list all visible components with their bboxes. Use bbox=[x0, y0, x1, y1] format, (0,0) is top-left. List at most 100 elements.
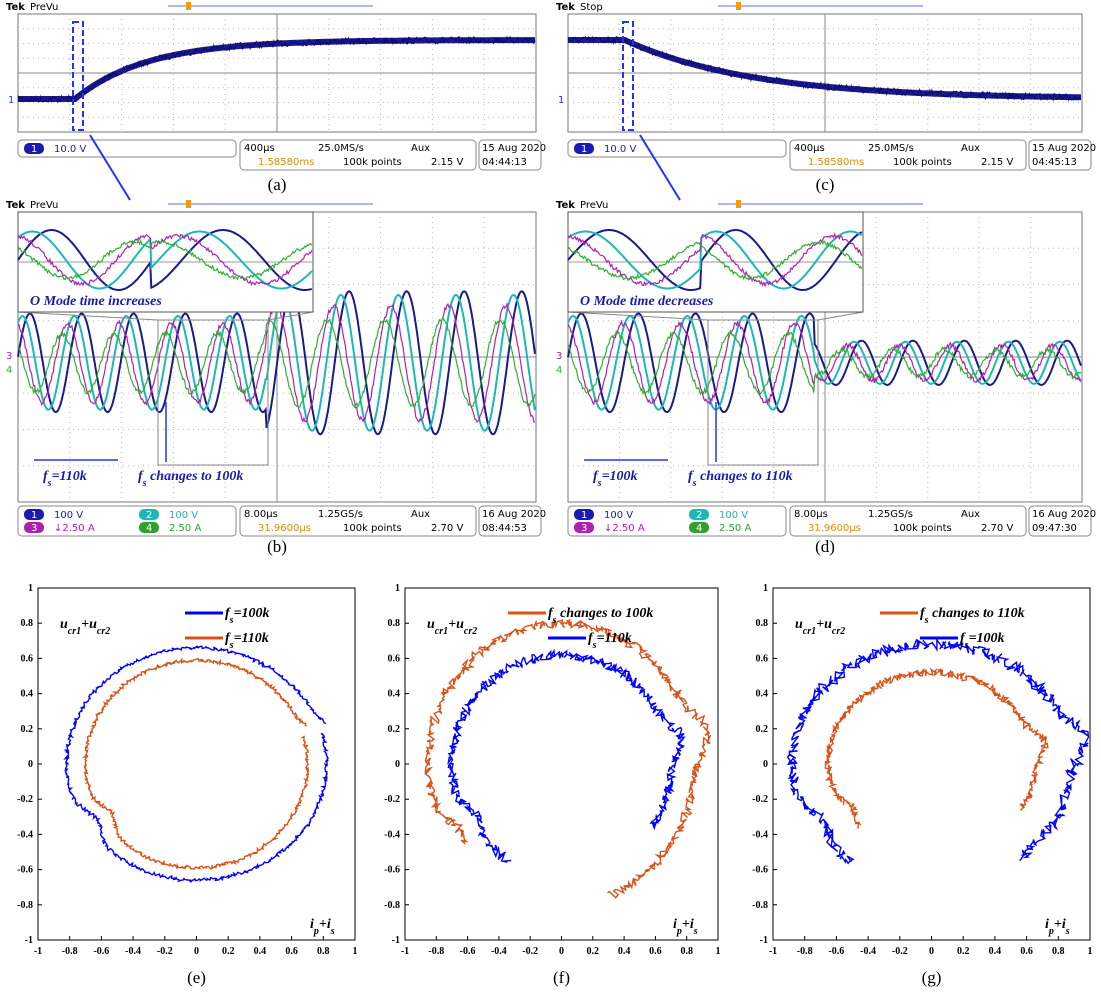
status: PreVu bbox=[30, 200, 58, 211]
y-tick-label: 0.4 bbox=[388, 689, 401, 700]
text-part: +i bbox=[319, 917, 331, 932]
x-tick-label: 0 bbox=[929, 946, 934, 957]
panel-label: (b) bbox=[267, 537, 287, 556]
time: 04:44:13 bbox=[482, 157, 527, 168]
points: 100k points bbox=[893, 157, 952, 168]
y-tick-label: 0.8 bbox=[388, 618, 401, 629]
time: 09:47:30 bbox=[1032, 523, 1077, 534]
text-part: u bbox=[60, 617, 68, 632]
figure: TekPreVu1110.0 V400µs25.0MS/sAux1.58580m… bbox=[0, 0, 1101, 998]
text-part: changes to 110k bbox=[697, 469, 793, 484]
text-part: u bbox=[427, 617, 435, 632]
x-axis-label: ip+is bbox=[673, 917, 698, 937]
ch-num: 3 bbox=[31, 523, 37, 534]
x-tick-label: -0.8 bbox=[797, 946, 813, 957]
ch-marker: 1 bbox=[558, 95, 564, 106]
trajectory bbox=[826, 669, 1048, 828]
x-tick-label: 0.6 bbox=[285, 946, 298, 957]
y-axis-label: ucr1+ucr2 bbox=[60, 617, 110, 637]
ch-num: 2 bbox=[146, 510, 152, 521]
y-tick-label: -1 bbox=[760, 935, 768, 946]
x-tick-label: -0.6 bbox=[93, 946, 109, 957]
y-axis-label: ucr1+ucr2 bbox=[795, 617, 845, 637]
x-tick-label: -1 bbox=[34, 946, 42, 957]
points: 100k points bbox=[893, 523, 952, 534]
x-tick-label: 0.8 bbox=[317, 946, 330, 957]
trigger: Aux bbox=[961, 143, 980, 154]
x-axis-label: ip+is bbox=[310, 917, 335, 937]
ch-scale: ↓2.50 A bbox=[54, 523, 95, 534]
x-tick-label: -0.2 bbox=[522, 946, 538, 957]
text-part: =100k bbox=[602, 469, 638, 484]
horizontal: 8.00µs bbox=[244, 509, 278, 520]
y-tick-label: -0.6 bbox=[384, 865, 400, 876]
trigger-pos bbox=[186, 2, 191, 10]
time: 08:44:53 bbox=[482, 523, 527, 534]
horizontal: 400µs bbox=[794, 143, 825, 154]
ch-scale: 10.0 V bbox=[54, 144, 86, 155]
y-tick-label: -0.2 bbox=[384, 794, 400, 805]
plot-frame bbox=[773, 588, 1090, 940]
text-part: +i bbox=[682, 917, 694, 932]
panel-label: (e) bbox=[187, 968, 206, 987]
ch-num: 3 bbox=[581, 523, 587, 534]
y-tick-label: -1 bbox=[25, 935, 33, 946]
text-part: +u bbox=[448, 617, 464, 632]
status: PreVu bbox=[580, 200, 608, 211]
x-tick-label: 0.6 bbox=[1020, 946, 1033, 957]
ch-marker: 4 bbox=[6, 365, 12, 376]
ch-scale: 2.50 A bbox=[169, 523, 201, 534]
y-tick-label: 0.2 bbox=[21, 724, 34, 735]
x-tick-label: -0.8 bbox=[62, 946, 78, 957]
text-part: u bbox=[795, 617, 803, 632]
ch-marker: 3 bbox=[6, 351, 12, 362]
ch-scale: 10.0 V bbox=[604, 144, 636, 155]
x-tick-label: 0.8 bbox=[1052, 946, 1065, 957]
ch-scale: 2.50 A bbox=[719, 523, 751, 534]
text-part: changes to 100k bbox=[557, 606, 654, 621]
x-tick-label: -0.2 bbox=[892, 946, 908, 957]
channel-box bbox=[18, 506, 236, 536]
text-part: =100k bbox=[969, 631, 1005, 646]
channel-box bbox=[568, 140, 786, 157]
horizontal: 8.00µs bbox=[794, 509, 828, 520]
text-part: cr2 bbox=[832, 626, 845, 637]
ch-scale: 100 V bbox=[169, 510, 198, 521]
delay: 31.9600µs bbox=[258, 523, 311, 534]
inset-note: O Mode time decreases bbox=[580, 294, 714, 309]
x-tick-label: 0 bbox=[559, 946, 564, 957]
panel-label: (a) bbox=[268, 175, 287, 194]
text-part: s bbox=[1065, 926, 1070, 937]
text-part: +u bbox=[816, 617, 832, 632]
rate: 1.25GS/s bbox=[318, 509, 363, 520]
ch-num: 1 bbox=[31, 144, 37, 155]
ch-num: 1 bbox=[581, 510, 587, 521]
text-part: =110k bbox=[234, 631, 269, 646]
x-tick-label: 0.2 bbox=[222, 946, 235, 957]
text-part: cr2 bbox=[464, 626, 477, 637]
text-part: cr1 bbox=[803, 626, 816, 637]
y-tick-label: -1 bbox=[392, 935, 400, 946]
y-tick-label: -0.2 bbox=[17, 794, 33, 805]
channel-box bbox=[568, 506, 786, 536]
trigger: Aux bbox=[411, 509, 430, 520]
y-tick-label: -0.6 bbox=[17, 865, 33, 876]
panel-label: (g) bbox=[922, 968, 942, 987]
x-tick-label: 0.2 bbox=[957, 946, 970, 957]
y-tick-label: 1 bbox=[763, 583, 768, 594]
y-tick-label: 0.2 bbox=[388, 724, 401, 735]
y-tick-label: 0.8 bbox=[756, 618, 769, 629]
trajectory bbox=[425, 619, 710, 897]
channel-box bbox=[18, 140, 236, 157]
time: 04:45:13 bbox=[1032, 157, 1077, 168]
x-tick-label: -0.6 bbox=[460, 946, 476, 957]
x-tick-label: -0.2 bbox=[157, 946, 173, 957]
text-part: changes to 100k bbox=[147, 469, 244, 484]
x-tick-label: 0.2 bbox=[587, 946, 600, 957]
rate: 1.25GS/s bbox=[868, 509, 913, 520]
y-tick-label: 0.6 bbox=[21, 653, 34, 664]
trigger-pos bbox=[736, 2, 741, 10]
text-part: cr1 bbox=[435, 626, 448, 637]
rate: 25.0MS/s bbox=[318, 143, 364, 154]
y-tick-label: -0.4 bbox=[17, 829, 33, 840]
